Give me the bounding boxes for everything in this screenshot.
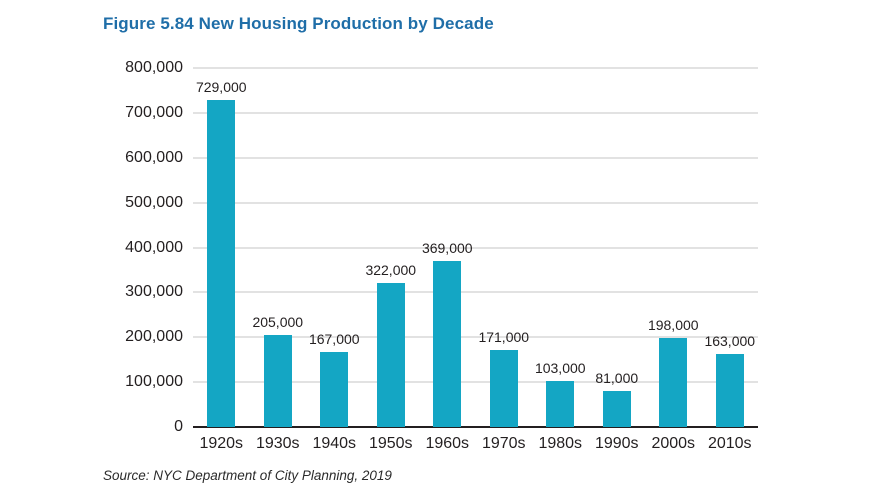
source-note: Source: NYC Department of City Planning,…: [103, 468, 392, 483]
x-axis-tick-label: 2010s: [707, 435, 752, 452]
x-axis-tick-label: 1950s: [368, 435, 413, 452]
bar-2000s: [659, 338, 688, 427]
x-axis-tick-label: 1990s: [594, 435, 639, 452]
bar-value-label: 81,000: [595, 369, 639, 386]
y-axis-tick-label: 300,000: [125, 283, 183, 301]
bar-value-label: 369,000: [421, 240, 473, 257]
bar-value-label: 171,000: [478, 329, 530, 346]
x-axis-tick-label: 1970s: [481, 435, 526, 452]
y-axis-tick-label: 400,000: [125, 238, 183, 256]
gridline: [193, 67, 758, 69]
bar-value-label: 198,000: [647, 317, 699, 334]
bar-chart-plot-area: 800,000 700,000 600,000 500,000 400,000 300,0…: [125, 59, 758, 452]
gridline: [193, 336, 758, 339]
y-axis-tick-label: 100,000: [125, 373, 183, 391]
y-axis-tick-label: 600,000: [125, 148, 183, 166]
bar-1980s: [546, 380, 575, 427]
x-axis-tick-label: 1960s: [425, 435, 470, 452]
x-axis-tick-label: 1940s: [312, 435, 357, 452]
x-axis-tick-label: 1930s: [255, 435, 300, 452]
gridline: [193, 201, 758, 204]
x-axis-tick-label: 1920s: [199, 435, 244, 452]
bar-value-label: 163,000: [704, 332, 756, 349]
x-axis-tick-label: 2000s: [651, 435, 696, 452]
y-axis-tick-label: 700,000: [125, 103, 183, 121]
x-axis-tick-label: 1980s: [538, 435, 583, 452]
gridline: [193, 111, 758, 114]
figure-title: Figure 5.84 New Housing Production by De…: [103, 14, 494, 33]
y-axis-tick-label: 0: [174, 418, 183, 435]
bar-value-label: 205,000: [252, 314, 304, 330]
bar-1990s: [602, 390, 631, 427]
bar-1920s: [207, 99, 236, 427]
bar-1930s: [263, 335, 292, 427]
bar-1950s: [376, 282, 405, 427]
gridline: [193, 381, 758, 384]
y-axis-tick-label: 800,000: [125, 59, 183, 76]
bar-value-label: 167,000: [308, 331, 360, 348]
y-axis-tick-label: 500,000: [125, 193, 183, 211]
bar-2010s: [715, 353, 744, 427]
x-axis-line: [193, 426, 758, 428]
y-axis-tick-label: 200,000: [125, 328, 183, 346]
bar-value-label: 103,000: [534, 359, 586, 376]
gridline: [193, 156, 758, 159]
bar-value-label: 322,000: [365, 261, 417, 278]
bar-1960s: [433, 261, 462, 427]
bar-1970s: [489, 350, 518, 427]
bar-value-label: 729,000: [195, 78, 247, 95]
gridline: [193, 291, 758, 294]
gridline: [193, 246, 758, 249]
bar-1940s: [320, 352, 349, 427]
